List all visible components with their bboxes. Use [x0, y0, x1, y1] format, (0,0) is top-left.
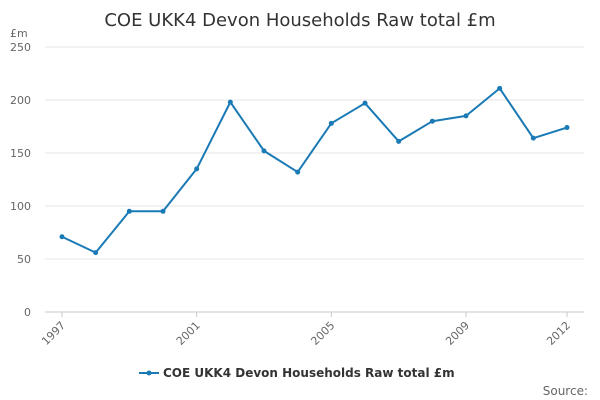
data-point-2011[interactable] [530, 135, 536, 141]
y-tick-label-150: 150 [10, 147, 31, 160]
x-axis-ticks: 1997 2001 2005 2009 2012 [39, 312, 573, 348]
series-line-0 [61, 87, 568, 254]
data-point-2007[interactable] [396, 138, 402, 144]
grid-lines [45, 46, 584, 313]
chart-title: COE UKK4 Devon Households Raw total £m [104, 10, 495, 31]
y-tick-label-200: 200 [10, 94, 31, 107]
y-tick-label-50: 50 [17, 253, 31, 266]
data-point-2003[interactable] [261, 148, 267, 154]
x-tick-label-2005: 2005 [308, 319, 337, 348]
data-point-2006[interactable] [362, 100, 368, 106]
data-point-1998[interactable] [93, 250, 99, 256]
data-point-2001[interactable] [194, 166, 200, 172]
x-tick-label-2009: 2009 [443, 319, 472, 348]
data-point-2005[interactable] [328, 120, 334, 126]
data-point-2004[interactable] [295, 169, 301, 175]
series-group [59, 85, 570, 256]
data-point-2012[interactable] [564, 125, 570, 131]
y-tick-label-0: 0 [24, 306, 31, 319]
x-tick-label-2012: 2012 [544, 319, 573, 348]
legend-point-marker [146, 370, 152, 376]
data-point-2008[interactable] [429, 118, 435, 124]
y-tick-label-250: 250 [10, 41, 31, 54]
data-point-1997[interactable] [59, 234, 65, 240]
y-axis-unit-label: £m [10, 27, 28, 40]
data-point-2000[interactable] [160, 208, 166, 214]
source-label: Source: [543, 384, 588, 398]
x-tick-label-1997: 1997 [39, 319, 68, 348]
x-tick-label-2001: 2001 [174, 319, 203, 348]
data-point-2009[interactable] [463, 113, 469, 119]
data-point-2010[interactable] [497, 85, 503, 91]
data-point-2002[interactable] [227, 99, 233, 105]
legend[interactable]: COE UKK4 Devon Households Raw total £m [139, 366, 455, 380]
y-axis-ticks: 0 50 100 150 200 250 [10, 41, 31, 319]
data-point-1999[interactable] [126, 208, 132, 214]
y-tick-label-100: 100 [10, 200, 31, 213]
legend-label: COE UKK4 Devon Households Raw total £m [163, 366, 455, 380]
